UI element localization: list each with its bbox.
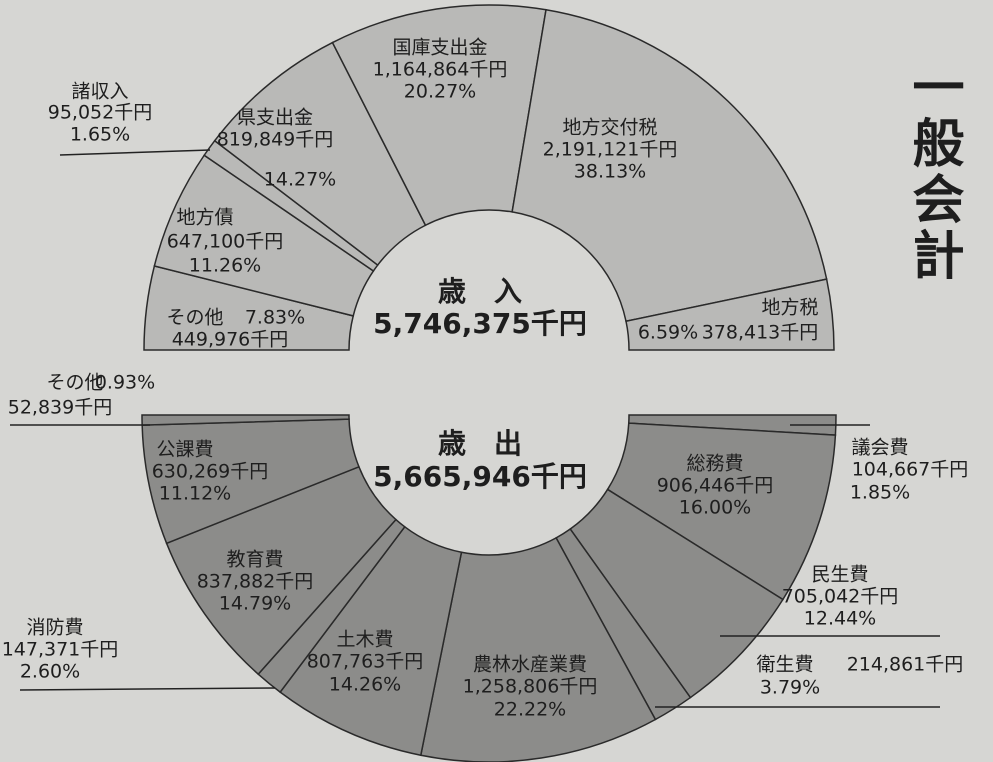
segment-value-label: 95,052千円 <box>48 102 152 124</box>
segment-percent-label: 11.26% <box>189 255 261 277</box>
segment-percent-label: 1.85% <box>850 482 910 504</box>
donut-segment <box>511 8 828 323</box>
segment-percent-label: 11.12% <box>159 483 231 505</box>
segment-name: 議会費 <box>851 437 908 459</box>
segment-value-label: 705,042千円 <box>782 586 899 608</box>
segment-name: 民生費 <box>811 564 868 586</box>
segment-value-label: 214,861千円 <box>847 654 964 676</box>
segment-value-label: 1,164,864千円 <box>373 59 508 81</box>
segment-name: 教育費 <box>226 549 283 571</box>
donut-segment <box>141 414 350 426</box>
donut-segment <box>331 4 547 227</box>
segment-percent-label: 7.83% <box>245 307 305 329</box>
segment-name: 衛生費 <box>756 654 813 676</box>
center-label: 歳 出 <box>438 427 522 460</box>
segment-name: 農林水産業費 <box>473 654 587 676</box>
segment-percent-label: 12.44% <box>804 608 876 630</box>
segment-percent-label: 14.27% <box>264 169 336 191</box>
segment-value-label: 906,446千円 <box>657 475 774 497</box>
segment-value-label: 1,258,806千円 <box>463 676 598 698</box>
segment-name: 地方債 <box>176 207 233 229</box>
segment-value-label: 52,839千円 <box>8 397 112 419</box>
segment-value-label: 104,667千円 <box>852 459 969 481</box>
segment-percent-label: 0.93% <box>95 372 155 394</box>
segment-value-label: 449,976千円 <box>172 329 289 351</box>
segment-value-label: 378,413千円 <box>702 322 819 344</box>
segment-percent-label: 2.60% <box>20 661 80 683</box>
segment-value-label: 807,763千円 <box>307 651 424 673</box>
segment-name: 消防費 <box>26 617 83 639</box>
segment-name: 国庫支出金 <box>392 37 487 59</box>
segment-value-label: 147,371千円 <box>2 639 119 661</box>
segment-value-label: 630,269千円 <box>152 461 269 483</box>
segment-value-label: 819,849千円 <box>217 129 334 151</box>
segment-value-label: 837,882千円 <box>197 571 314 593</box>
leader-line <box>59 149 211 156</box>
segment-percent-label: 3.79% <box>760 677 820 699</box>
segment-percent-label: 6.59% <box>638 322 698 344</box>
segment-percent-label: 14.79% <box>219 593 291 615</box>
segment-name: 公課費 <box>156 439 213 461</box>
segment-percent-label: 20.27% <box>404 81 476 103</box>
center-value: 5,746,375千円 <box>373 307 587 340</box>
center-label: 歳 入 <box>438 275 522 308</box>
segment-name: 地方税 <box>761 297 818 319</box>
segment-percent-label: 1.65% <box>70 124 130 146</box>
segment-name: 総務費 <box>686 453 743 475</box>
segment-name: 諸収入 <box>71 81 128 103</box>
page-title: 一般会計 <box>903 60 964 284</box>
segment-name: 地方交付税 <box>562 117 657 139</box>
segment-name: その他 <box>46 372 103 394</box>
segment-value-label: 2,191,121千円 <box>543 139 678 161</box>
donut-segment <box>419 536 657 762</box>
leader-line <box>19 687 276 691</box>
segment-percent-label: 38.13% <box>574 161 646 183</box>
center-value: 5,665,946千円 <box>373 460 587 493</box>
donut-segment <box>625 278 835 351</box>
segment-percent-label: 22.22% <box>494 699 566 721</box>
segment-name: 県支出金 <box>237 107 313 129</box>
segment-name: 土木費 <box>336 629 393 651</box>
segment-value-label: 647,100千円 <box>167 231 284 253</box>
segment-name: その他 <box>166 307 223 329</box>
segment-percent-label: 16.00% <box>679 497 751 519</box>
segment-percent-label: 14.26% <box>329 674 401 696</box>
